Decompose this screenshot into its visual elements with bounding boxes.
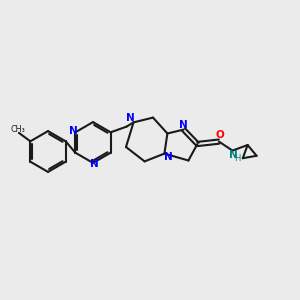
Text: N: N [164, 152, 172, 162]
Text: CH₃: CH₃ [10, 125, 25, 134]
Text: O: O [216, 130, 225, 140]
Text: N: N [125, 113, 134, 123]
Text: H: H [234, 154, 241, 163]
Text: N: N [90, 159, 99, 170]
Text: N: N [229, 150, 238, 160]
Text: N: N [178, 120, 188, 130]
Text: N: N [69, 126, 77, 136]
